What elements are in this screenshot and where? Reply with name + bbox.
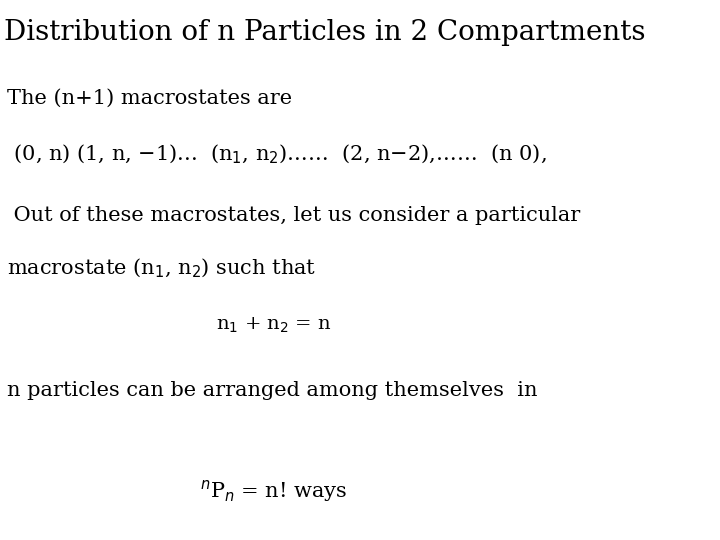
Text: Out of these macrostates, let us consider a particular: Out of these macrostates, let us conside… <box>7 206 580 225</box>
Text: n$_1$ + n$_2$ = n: n$_1$ + n$_2$ = n <box>216 316 331 335</box>
Text: $^n$P$_n$ = n! ways: $^n$P$_n$ = n! ways <box>200 478 347 504</box>
Text: The (n+1) macrostates are: The (n+1) macrostates are <box>7 89 292 108</box>
Text: Distribution of n Particles in 2 Compartments: Distribution of n Particles in 2 Compart… <box>4 19 645 46</box>
Text: macrostate (n$_1$, n$_2$) such that: macrostate (n$_1$, n$_2$) such that <box>7 256 317 280</box>
Text: n particles can be arranged among themselves  in: n particles can be arranged among themse… <box>7 381 538 400</box>
Text: (0, n) (1, n, $-$1)...  (n$_1$, n$_2$)……  (2, n$-$2),……  (n 0),: (0, n) (1, n, $-$1)... (n$_1$, n$_2$)…… … <box>7 143 547 166</box>
